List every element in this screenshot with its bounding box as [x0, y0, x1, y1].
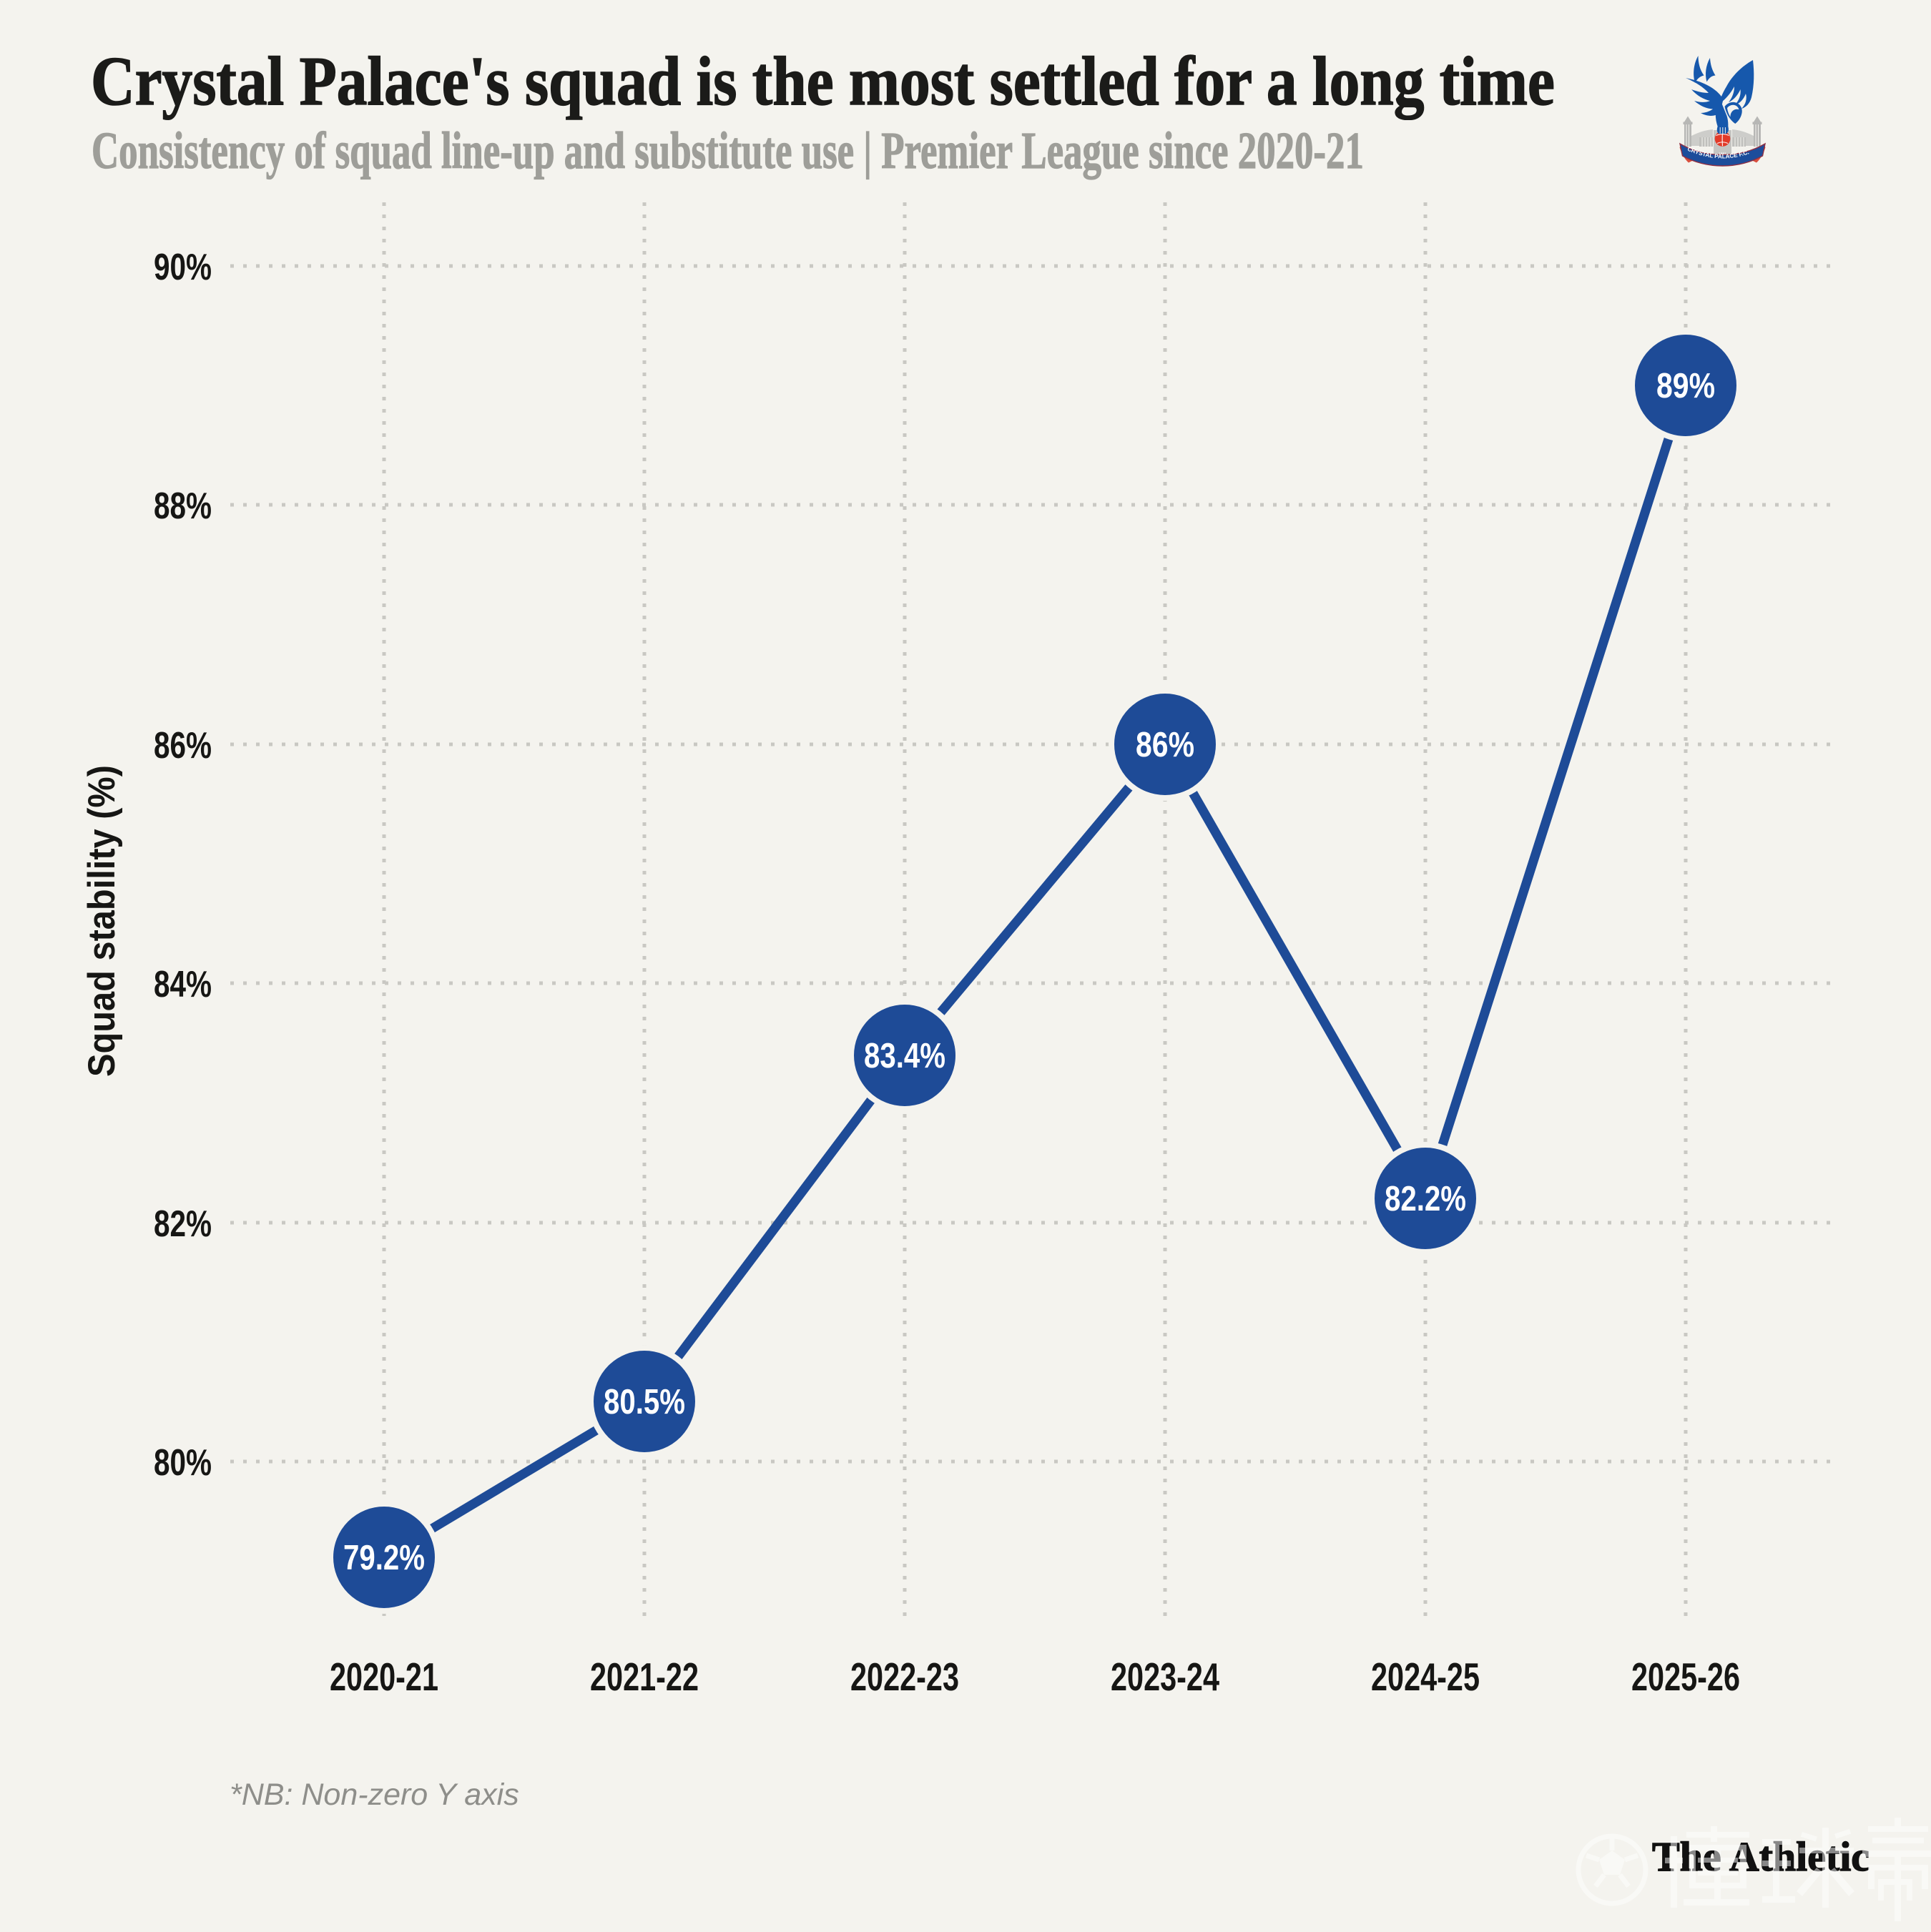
svg-text:79.2%: 79.2% [343, 1539, 425, 1577]
svg-text:86%: 86% [154, 725, 212, 767]
svg-text:88%: 88% [154, 486, 212, 527]
svg-text:89%: 89% [1656, 367, 1715, 405]
svg-text:90%: 90% [154, 247, 212, 288]
svg-text:2022-23: 2022-23 [850, 1655, 959, 1699]
svg-text:80%: 80% [154, 1442, 212, 1484]
svg-text:2023-24: 2023-24 [1111, 1655, 1219, 1699]
svg-text:84%: 84% [154, 964, 212, 1005]
svg-text:86%: 86% [1136, 726, 1194, 764]
svg-text:2025-26: 2025-26 [1631, 1655, 1740, 1699]
svg-text:82%: 82% [154, 1203, 212, 1245]
svg-text:1861: 1861 [1719, 152, 1726, 157]
svg-text:2021-22: 2021-22 [590, 1655, 699, 1699]
svg-text:2024-25: 2024-25 [1371, 1655, 1480, 1699]
svg-text:80.5%: 80.5% [604, 1383, 685, 1421]
svg-text:2020-21: 2020-21 [330, 1655, 438, 1699]
svg-text:Squad stability (%): Squad stability (%) [81, 765, 123, 1077]
svg-text:83.4%: 83.4% [864, 1037, 945, 1075]
svg-text:82.2%: 82.2% [1385, 1180, 1466, 1218]
